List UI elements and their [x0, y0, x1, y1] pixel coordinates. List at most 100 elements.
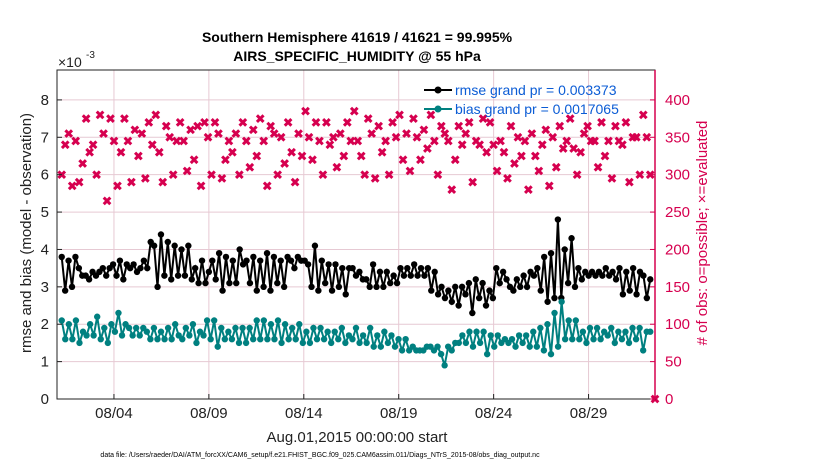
y2-tick-label: 100	[665, 316, 690, 333]
nobs-point	[388, 117, 397, 127]
nobs-point-stroke	[572, 170, 582, 180]
rmse-point	[547, 249, 555, 257]
bias-point	[530, 328, 537, 335]
rmse-point	[366, 283, 373, 291]
nobs-point-stroke	[558, 144, 568, 153]
bias-point	[218, 324, 225, 332]
bias-point	[391, 343, 399, 350]
bias-point	[327, 339, 335, 347]
nobs-point-stroke	[412, 132, 422, 142]
nobs-point	[106, 114, 115, 123]
rmse-point	[482, 302, 490, 309]
nobs-point-stroke	[315, 136, 324, 146]
nobs-point	[530, 151, 540, 161]
nobs-point-stroke	[228, 147, 237, 157]
rmse-point	[493, 264, 500, 272]
rmse-point	[640, 272, 647, 279]
bias-point	[597, 335, 604, 343]
nobs-point-stroke	[600, 151, 610, 161]
nobs-point	[329, 132, 338, 142]
bias-point	[441, 362, 448, 369]
nobs-point	[475, 140, 484, 150]
y2-tick-label: 350	[665, 129, 690, 146]
nobs-point	[161, 121, 171, 131]
rmse-point	[410, 261, 418, 268]
rmse-point	[99, 264, 107, 272]
nobs-point-stroke	[353, 136, 363, 146]
nobs-point-stroke	[370, 174, 380, 183]
rmse-point	[267, 287, 274, 294]
bias-point	[480, 328, 487, 335]
nobs-point	[548, 132, 558, 142]
nobs-point	[221, 155, 230, 165]
nobs-point-stroke	[140, 174, 150, 183]
rmse-point	[414, 272, 421, 279]
bias-point	[363, 339, 370, 347]
nobs-point-stroke	[638, 110, 648, 120]
rmse-point	[332, 261, 339, 268]
bias-point	[171, 321, 179, 328]
rmse-point	[421, 272, 428, 279]
nobs-point	[304, 132, 314, 142]
nobs-point-stroke	[614, 136, 624, 146]
nobs-point	[123, 136, 133, 146]
rmse-point	[212, 276, 219, 283]
nobs-point	[144, 117, 154, 127]
bias-point	[306, 339, 314, 347]
nobs-point	[377, 147, 387, 157]
nobs-point-stroke	[252, 151, 262, 161]
nobs-point-stroke	[137, 129, 147, 138]
bias-point	[164, 324, 172, 332]
nobs-point	[214, 129, 223, 138]
nobs-point	[499, 147, 509, 157]
rmse-point	[564, 279, 572, 287]
nobs-point	[611, 121, 620, 131]
nobs-point	[234, 170, 244, 180]
nobs-point-stroke	[419, 125, 429, 135]
rmse-point	[325, 261, 332, 268]
rmse-point	[318, 257, 325, 264]
nobs-point-stroke	[133, 151, 143, 161]
nobs-point	[412, 132, 422, 142]
bias-point	[157, 328, 165, 335]
nobs-point-stroke	[287, 147, 296, 157]
rmse-point	[270, 253, 278, 261]
bias-point	[335, 335, 342, 343]
rmse-point	[277, 257, 284, 264]
y-tick-label: 3	[41, 279, 49, 296]
nobs-point	[510, 159, 519, 168]
nobs-point-stroke	[426, 110, 436, 120]
nobs-point	[262, 181, 272, 191]
nobs-point	[193, 121, 202, 131]
nobs-point-stroke	[318, 170, 328, 180]
bias-point	[288, 324, 296, 332]
nobs-point-stroke	[429, 136, 439, 146]
bias-point	[455, 339, 463, 347]
bias-point	[366, 324, 374, 332]
nobs-point	[269, 129, 279, 138]
nobs-point-stroke	[120, 114, 129, 123]
legend-bias-label: bias grand pr = 0.0017065	[455, 101, 619, 117]
nobs-point-stroke	[81, 114, 91, 123]
nobs-point	[280, 159, 289, 168]
nobs-point	[120, 114, 129, 123]
nobs-point	[127, 177, 136, 187]
nobs-point	[381, 136, 390, 146]
bias-point	[572, 317, 580, 324]
bias-point	[72, 317, 80, 324]
bias-point	[186, 332, 193, 339]
rmse-point	[544, 298, 551, 305]
nobs-point-stroke	[496, 136, 505, 146]
nobs-point-stroke	[329, 132, 338, 142]
nobs-point-stroke	[335, 129, 345, 138]
nobs-point-stroke	[471, 136, 481, 146]
nobs-point	[423, 144, 432, 153]
rmse-point	[113, 272, 120, 279]
nobs-point-stroke	[461, 129, 471, 138]
rmse-point	[246, 279, 254, 287]
rmse-point	[438, 283, 445, 291]
nobs-point	[294, 129, 303, 138]
nobs-point-stroke	[583, 121, 592, 131]
rmse-point	[571, 283, 579, 291]
nobs-point	[506, 121, 516, 131]
